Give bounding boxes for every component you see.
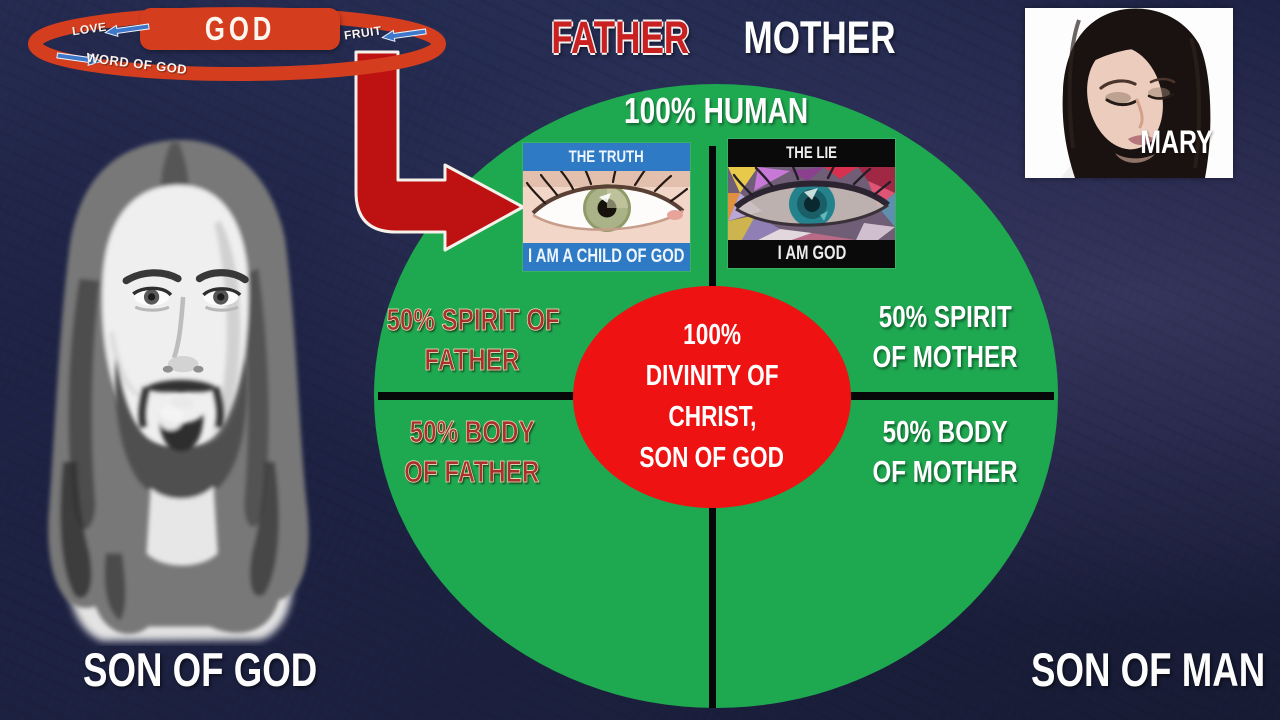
lie-card: THE LIE [728, 139, 895, 268]
spirit-of-father-line2: FATHER [424, 342, 520, 378]
divinity-line3: CHRIST, [668, 401, 756, 433]
human-label-text: 100% HUMAN [623, 90, 809, 131]
father-title: FATHER [530, 12, 710, 64]
spirit-of-mother-line1: 50% SPIRIT [878, 299, 1012, 334]
father-title-text: FATHER [551, 12, 689, 63]
truth-caption-text: I AM A CHILD OF GOD [528, 246, 685, 267]
jesus-portrait-image [48, 139, 309, 641]
god-box-text: GOD [204, 10, 276, 47]
lie-header-text: THE LIE [786, 143, 837, 162]
body-of-father-line1: 50% BODY [409, 414, 535, 450]
body-of-father-label: 50% BODY OF FATHER [362, 412, 582, 492]
mary-label-text: MARY [1140, 124, 1214, 160]
god-box: GOD [140, 8, 340, 50]
god-flow-arrow-icon [354, 50, 525, 252]
body-of-mother-line1: 50% BODY [882, 414, 1008, 449]
mary-photo [1025, 8, 1233, 179]
truth-caption: I AM A CHILD OF GOD [523, 243, 690, 271]
son-of-man-label: SON OF MAN [998, 642, 1278, 697]
mary-label: MARY [1112, 124, 1242, 161]
son-of-god-text: SON OF GOD [83, 643, 318, 696]
divinity-circle: 100% DIVINITY OF CHRIST, SON OF GOD [573, 286, 851, 508]
word-arrow-icon [56, 52, 102, 67]
truth-header-text: THE TRUTH [568, 147, 645, 166]
lie-caption: I AM GOD [728, 240, 895, 268]
body-of-mother-line2: OF MOTHER [872, 454, 1018, 489]
son-of-god-label: SON OF GOD [50, 642, 340, 697]
body-of-father-line2: OF FATHER [404, 454, 540, 490]
truth-header: THE TRUTH [523, 143, 690, 171]
spirit-of-mother-label: 50% SPIRIT OF MOTHER [835, 297, 1055, 377]
body-of-mother-label: 50% BODY OF MOTHER [835, 412, 1055, 492]
divinity-line1: 100% [683, 319, 741, 351]
lie-eye-image [728, 167, 895, 240]
spirit-of-father-label: 50% SPIRIT OF FATHER [362, 300, 582, 380]
lie-caption-text: I AM GOD [777, 243, 846, 264]
mother-title-text: MOTHER [743, 12, 896, 63]
spirit-of-father-line1: 50% SPIRIT OF [386, 302, 560, 338]
love-arrow-icon [104, 23, 150, 38]
truth-card: THE TRUTH I [523, 143, 690, 271]
son-of-man-text: SON OF MAN [1031, 643, 1266, 696]
divinity-line2: DIVINITY OF [645, 360, 779, 392]
lie-header: THE LIE [728, 139, 895, 167]
human-label: 100% HUMAN [566, 90, 866, 132]
fruit-arrow-icon [381, 28, 427, 43]
divinity-line4: SON OF GOD [639, 442, 785, 474]
spirit-of-mother-line2: OF MOTHER [872, 339, 1018, 374]
mother-title: MOTHER [722, 12, 902, 64]
truth-eye-image [523, 171, 690, 243]
